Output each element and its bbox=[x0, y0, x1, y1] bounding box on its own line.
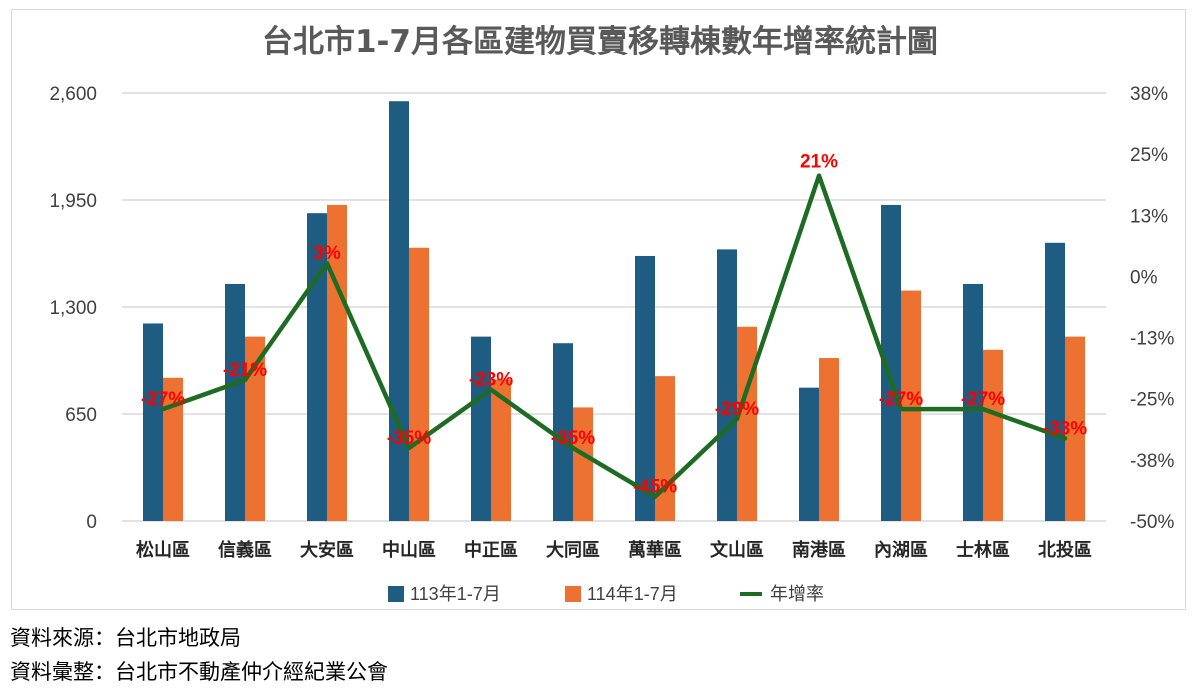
rate-data-label: -23% bbox=[469, 370, 513, 391]
category-label: 松山區 bbox=[136, 539, 190, 561]
rate-data-label: -27% bbox=[141, 389, 185, 410]
bar-113 bbox=[389, 101, 409, 521]
bar-113 bbox=[225, 283, 245, 521]
left-tick-label: 0 bbox=[86, 512, 97, 533]
rate-labels: -27% -21% 3% -35% -23% -35% -45% -29% 21% -27% -27… bbox=[141, 152, 1087, 498]
category-label: 大安區 bbox=[300, 539, 354, 561]
rate-data-label: -29% bbox=[715, 399, 759, 420]
chart-title: 台北市1-7月各區建物買賣移轉棟數年增率統計圖 bbox=[262, 24, 938, 60]
bar-113 bbox=[881, 204, 901, 521]
category-label: 信義區 bbox=[218, 539, 272, 561]
right-tick-label: -38% bbox=[1130, 451, 1174, 472]
legend-label: 年增率 bbox=[770, 584, 824, 604]
bar-114 bbox=[901, 290, 921, 521]
bar-114 bbox=[983, 349, 1003, 521]
bar-114 bbox=[737, 326, 757, 521]
gridlines bbox=[122, 92, 1106, 522]
bar-114 bbox=[655, 376, 675, 521]
bar-113 bbox=[307, 213, 327, 521]
bar-114 bbox=[491, 379, 511, 521]
bar-113 bbox=[471, 336, 491, 521]
rate-data-label: -27% bbox=[879, 389, 923, 410]
legend-swatch bbox=[388, 586, 404, 602]
left-tick-label: 650 bbox=[65, 405, 97, 426]
source-note: 資料來源：台北市地政局 bbox=[10, 626, 241, 650]
right-tick-label: 0% bbox=[1130, 267, 1158, 288]
bar-113 bbox=[143, 323, 163, 521]
legend: 113年1-7月 114年1-7月 年增率 bbox=[388, 584, 824, 604]
category-label: 士林區 bbox=[956, 539, 1010, 561]
category-label: 中正區 bbox=[464, 539, 518, 561]
category-label: 大同區 bbox=[546, 539, 600, 561]
left-tick-label: 1,300 bbox=[49, 298, 97, 319]
bar-114 bbox=[245, 336, 265, 521]
bar-113 bbox=[553, 343, 573, 521]
left-tick-label: 2,600 bbox=[49, 84, 97, 105]
legend-label: 114年1-7月 bbox=[587, 584, 678, 604]
category-label: 南港區 bbox=[792, 539, 846, 561]
bar-113 bbox=[717, 249, 737, 521]
right-tick-label: 13% bbox=[1130, 206, 1168, 227]
right-tick-label: 25% bbox=[1130, 145, 1168, 166]
bar-114 bbox=[163, 377, 183, 521]
right-tick-label: -50% bbox=[1130, 512, 1174, 533]
category-labels: 松山區 信義區 大安區 中山區 中正區 大同區 萬華區 文山區 南港區 內湖區 士林區 北投區 bbox=[136, 539, 1092, 561]
bar-114 bbox=[327, 204, 347, 521]
rate-data-label: 21% bbox=[800, 152, 838, 173]
rate-data-label: -21% bbox=[223, 360, 267, 381]
right-tick-label: -13% bbox=[1130, 329, 1174, 350]
category-label: 內湖區 bbox=[874, 540, 928, 561]
bar-113 bbox=[635, 255, 655, 521]
legend-swatch bbox=[565, 586, 581, 602]
rate-data-label: -35% bbox=[387, 428, 431, 449]
rate-data-label: -33% bbox=[1043, 418, 1087, 439]
bar-113 bbox=[1045, 242, 1065, 522]
chart: 台北市1-7月各區建物買賣移轉棟數年增率統計圖 0 650 1,300 1,950 2,… bbox=[49, 24, 1174, 604]
legend-label: 113年1-7月 bbox=[410, 584, 501, 604]
left-axis: 0 650 1,300 1,950 2,600 bbox=[49, 84, 97, 533]
rate-line bbox=[160, 173, 1068, 499]
bar-114 bbox=[819, 358, 839, 521]
chart-frame bbox=[11, 9, 1186, 610]
bars bbox=[143, 101, 1085, 522]
category-label: 萬華區 bbox=[628, 539, 682, 561]
bar-114 bbox=[409, 247, 429, 521]
category-label: 北投區 bbox=[1038, 539, 1092, 561]
right-tick-label: 38% bbox=[1130, 84, 1168, 105]
compiled-note: 資料彙整：台北市不動產仲介經紀業公會 bbox=[10, 660, 388, 684]
rate-data-label: -27% bbox=[961, 389, 1005, 410]
right-tick-label: -25% bbox=[1130, 390, 1174, 411]
bar-114 bbox=[1065, 336, 1085, 521]
bar-114 bbox=[573, 407, 593, 521]
left-tick-label: 1,950 bbox=[49, 191, 97, 212]
category-label: 中山區 bbox=[382, 539, 436, 561]
rate-data-label: 3% bbox=[313, 243, 341, 264]
bar-113 bbox=[799, 387, 819, 521]
rate-data-label: -45% bbox=[633, 477, 677, 498]
bar-113 bbox=[963, 283, 983, 521]
rate-line-path bbox=[160, 173, 1068, 499]
right-axis: -50% -38% -25% -13% 0% 13% 25% 38% bbox=[1130, 84, 1174, 533]
rate-data-label: -35% bbox=[551, 428, 595, 449]
category-label: 文山區 bbox=[710, 539, 764, 561]
